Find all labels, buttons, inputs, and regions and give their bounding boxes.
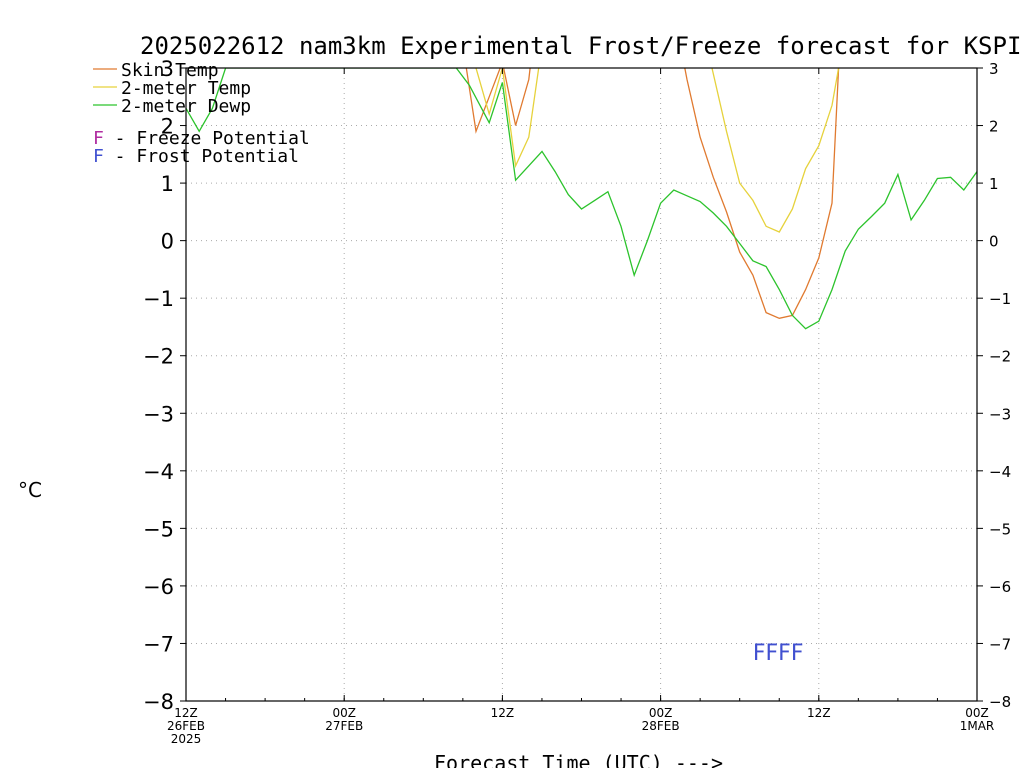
y-tick-label-right: 1 [989, 175, 999, 193]
grid-lines [186, 68, 977, 701]
frost-potential-marks: FFFF [753, 641, 804, 666]
y-tick-label-left: −8 [143, 690, 174, 714]
y-tick-label-right: 2 [989, 118, 999, 136]
x-tick-label: 26FEB [167, 719, 205, 733]
x-axis-label: Forecast Time (UTC) ---> [434, 751, 723, 768]
x-tick-label: 28FEB [642, 719, 680, 733]
legend-note-marker: F [93, 128, 104, 149]
x-tick-label: 00Z [965, 706, 989, 720]
y-tick-label-left: −4 [143, 460, 174, 484]
y-tick-label-left: −3 [143, 402, 174, 426]
legend-note-label: - Freeze Potential [104, 128, 310, 149]
y-tick-label-right: −8 [989, 693, 1011, 711]
y-axis-label: °C [18, 478, 42, 502]
legend-note-marker: F [93, 146, 104, 167]
annotation-layer: FFFF [753, 641, 804, 666]
y-tick-label-right: 0 [989, 233, 999, 251]
legend-label: 2-meter Dewp [121, 96, 251, 117]
y-tick-label-left: −7 [143, 632, 174, 656]
x-tick-label: 00Z [649, 706, 673, 720]
y-tick-label-left: 0 [161, 230, 174, 254]
x-tick-label: 12Z [807, 706, 831, 720]
y-tick-label-left: −5 [143, 517, 174, 541]
legend-note: F - Freeze Potential [93, 128, 310, 149]
chart-title: 2025022612 nam3km Experimental Frost/Fre… [140, 32, 1021, 60]
legend-label: 2-meter Temp [121, 78, 251, 99]
y-tick-label-right: −3 [989, 405, 1011, 423]
x-tick-label: 2025 [171, 732, 202, 746]
y-tick-label-right: −7 [989, 635, 1011, 653]
legend-label: Skin Temp [121, 60, 219, 81]
y-tick-label-right: −5 [989, 520, 1011, 538]
x-tick-label: 12Z [491, 706, 515, 720]
y-tick-label-left: 3 [161, 57, 174, 81]
y-tick-label-right: −6 [989, 578, 1011, 596]
y-tick-label-right: 3 [989, 60, 999, 78]
y-tick-label-left: 2 [161, 115, 174, 139]
axis-ticks: −8 −8 −7 −7 −6 −6 −5 −5 −4 −4 −3 −3 −2 −2 −1 −1 0 0 1 1 2 2 3 3… [143, 57, 1011, 746]
y-tick-label-right: −2 [989, 348, 1011, 366]
plot-frame [185, 67, 978, 702]
x-tick-label: 1MAR [960, 719, 995, 733]
series-line-2-meter-dewp [186, 68, 977, 330]
series-line-skin-temp [465, 68, 840, 319]
x-tick-label: 27FEB [325, 719, 363, 733]
series-layer [186, 68, 977, 330]
y-tick-label-right: −4 [989, 463, 1011, 481]
y-tick-label-right: −1 [989, 290, 1011, 308]
y-tick-label-left: −1 [143, 287, 174, 311]
series-line-2-meter-temp [475, 68, 840, 233]
legend-note: F - Frost Potential [93, 146, 299, 167]
y-tick-label-left: 1 [161, 172, 174, 196]
y-tick-label-left: −2 [143, 345, 174, 369]
y-tick-label-left: −6 [143, 575, 174, 599]
x-tick-label: 00Z [332, 706, 356, 720]
x-tick-label: 12Z [174, 706, 198, 720]
legend-note-label: - Frost Potential [104, 146, 299, 167]
